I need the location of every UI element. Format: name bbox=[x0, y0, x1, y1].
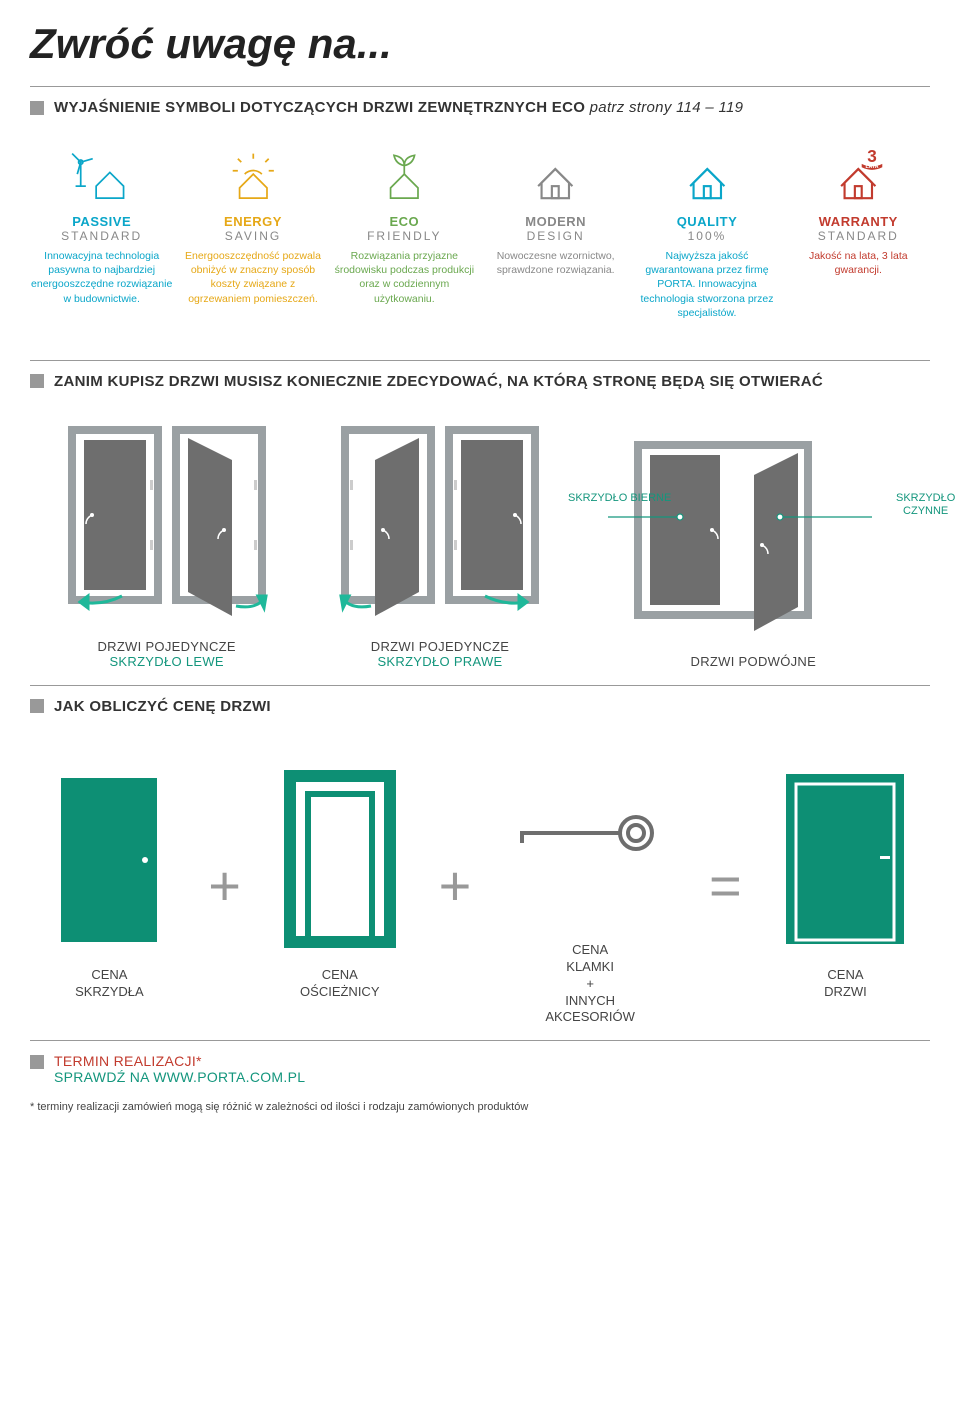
door-double-icon bbox=[608, 435, 898, 635]
price-label: CENAKLAMKI+INNYCHAKCESORIÓW bbox=[510, 942, 670, 1026]
symbol-eco: ECO FRIENDLY Rozwiązania przyjazne środo… bbox=[333, 145, 476, 320]
door-label: DRZWI POJEDYNCZE bbox=[62, 639, 272, 654]
sun-house-icon bbox=[219, 145, 288, 205]
door-complete-icon bbox=[780, 770, 910, 950]
door-double: DRZWI PODWÓJNE bbox=[608, 435, 898, 669]
handle-icon bbox=[510, 745, 670, 925]
house-icon bbox=[521, 145, 590, 205]
footnote: * terminy realizacji zamówień mogą się r… bbox=[30, 1101, 930, 1113]
section1-heading: WYJAŚNIENIE SYMBOLI DOTYCZĄCYCH DRZWI ZE… bbox=[54, 99, 585, 116]
door-diagrams-row: SKRZYDŁO BIERNE SKRZYDŁO CZYNNE DRZWI PO… bbox=[30, 420, 930, 669]
price-formula-row: CENASKRZYDŁA + CENAOŚCIEŻNICY + CENAKLAM… bbox=[30, 745, 930, 1026]
symbol-subtitle: SAVING bbox=[181, 229, 324, 243]
door-label: DRZWI POJEDYNCZE bbox=[335, 639, 545, 654]
footer-section: TERMIN REALIZACJI* SPRAWDŹ NA WWW.PORTA.… bbox=[30, 1053, 930, 1113]
symbol-desc: Innowacyjna technologia pasywna to najba… bbox=[30, 249, 173, 306]
realization-link[interactable]: SPRAWDŹ NA WWW.PORTA.COM.PL bbox=[54, 1069, 305, 1085]
door-single-left: DRZWI POJEDYNCZE SKRZYDŁO LEWE bbox=[62, 420, 272, 669]
symbol-title: WARRANTY bbox=[787, 214, 930, 229]
plus-icon: + bbox=[439, 853, 472, 918]
plus-icon: + bbox=[208, 853, 241, 918]
bullet-square-icon bbox=[30, 699, 44, 713]
price-label: CENADRZWI bbox=[780, 967, 910, 1001]
symbol-desc: Nowoczesne wzornictwo, sprawdzone rozwią… bbox=[484, 249, 627, 277]
symbol-title: ECO bbox=[333, 214, 476, 229]
symbol-subtitle: FRIENDLY bbox=[333, 229, 476, 243]
door-frame-icon bbox=[280, 770, 400, 950]
door-left-icon bbox=[62, 420, 272, 620]
symbol-energy: ENERGY SAVING Energooszczędność pozwala … bbox=[181, 145, 324, 320]
section2-heading: ZANIM KUPISZ DRZWI MUSISZ KONIECZNIE ZDE… bbox=[54, 373, 823, 390]
wind-house-icon bbox=[67, 145, 136, 205]
price-leaf: CENASKRZYDŁA bbox=[49, 770, 169, 1001]
divider bbox=[30, 86, 930, 87]
divider bbox=[30, 1040, 930, 1041]
divider bbox=[30, 360, 930, 361]
bullet-square-icon bbox=[30, 374, 44, 388]
symbol-subtitle: 100% bbox=[635, 229, 778, 243]
symbol-subtitle: STANDARD bbox=[30, 229, 173, 243]
price-label: CENASKRZYDŁA bbox=[49, 967, 169, 1001]
door-sublabel: SKRZYDŁO LEWE bbox=[62, 654, 272, 669]
price-handle: CENAKLAMKI+INNYCHAKCESORIÓW bbox=[510, 745, 670, 1026]
equals-icon: = bbox=[709, 853, 742, 918]
door-single-right: DRZWI POJEDYNCZE SKRZYDŁO PRAWE bbox=[335, 420, 545, 669]
door-label: DRZWI PODWÓJNE bbox=[608, 654, 898, 669]
symbol-title: ENERGY bbox=[181, 214, 324, 229]
section1-heading-ref: patrz strony 114 – 119 bbox=[590, 99, 744, 116]
house-icon bbox=[673, 145, 742, 205]
symbol-desc: Rozwiązania przyjazne środowisku podczas… bbox=[333, 249, 476, 306]
symbol-title: PASSIVE bbox=[30, 214, 173, 229]
section1-header: WYJAŚNIENIE SYMBOLI DOTYCZĄCYCH DRZWI ZE… bbox=[30, 99, 930, 117]
symbol-quality: QUALITY 100% Najwyższa jakość gwarantowa… bbox=[635, 145, 778, 320]
realization-term: TERMIN REALIZACJI* bbox=[54, 1053, 305, 1069]
symbol-desc: Najwyższa jakość gwarantowana przez firm… bbox=[635, 249, 778, 320]
symbol-passive: PASSIVE STANDARD Innowacyjna technologia… bbox=[30, 145, 173, 320]
symbol-title: QUALITY bbox=[635, 214, 778, 229]
label-czynne: SKRZYDŁO CZYNNE bbox=[896, 492, 955, 518]
bullet-square-icon bbox=[30, 1055, 44, 1069]
leaf-house-icon bbox=[370, 145, 439, 205]
section3-header: JAK OBLICZYĆ CENĘ DRZWI bbox=[30, 698, 930, 715]
warranty-years: LATA bbox=[866, 164, 879, 170]
divider bbox=[30, 685, 930, 686]
symbol-desc: Energooszczędność pozwala obniżyć w znac… bbox=[181, 249, 324, 306]
symbols-row: PASSIVE STANDARD Innowacyjna technologia… bbox=[30, 145, 930, 320]
symbol-subtitle: DESIGN bbox=[484, 229, 627, 243]
bullet-square-icon bbox=[30, 101, 44, 115]
warranty-house-icon: 3 LATA bbox=[824, 145, 893, 205]
section2-header: ZANIM KUPISZ DRZWI MUSISZ KONIECZNIE ZDE… bbox=[30, 373, 930, 390]
price-label: CENAOŚCIEŻNICY bbox=[280, 967, 400, 1001]
symbol-modern: MODERN DESIGN Nowoczesne wzornictwo, spr… bbox=[484, 145, 627, 320]
price-frame: CENAOŚCIEŻNICY bbox=[280, 770, 400, 1001]
door-sublabel: SKRZYDŁO PRAWE bbox=[335, 654, 545, 669]
section3-heading: JAK OBLICZYĆ CENĘ DRZWI bbox=[54, 698, 271, 715]
symbol-subtitle: STANDARD bbox=[787, 229, 930, 243]
door-right-icon bbox=[335, 420, 545, 620]
page-title: Zwróć uwagę na... bbox=[30, 20, 930, 68]
symbol-warranty: 3 LATA WARRANTY STANDARD Jakość na lata,… bbox=[787, 145, 930, 320]
price-total: CENADRZWI bbox=[780, 770, 910, 1001]
door-leaf-icon bbox=[49, 770, 169, 950]
warranty-number: 3 bbox=[867, 146, 877, 166]
label-bierne: SKRZYDŁO BIERNE bbox=[568, 492, 671, 505]
symbol-title: MODERN bbox=[484, 214, 627, 229]
symbol-desc: Jakość na lata, 3 lata gwarancji. bbox=[787, 249, 930, 277]
